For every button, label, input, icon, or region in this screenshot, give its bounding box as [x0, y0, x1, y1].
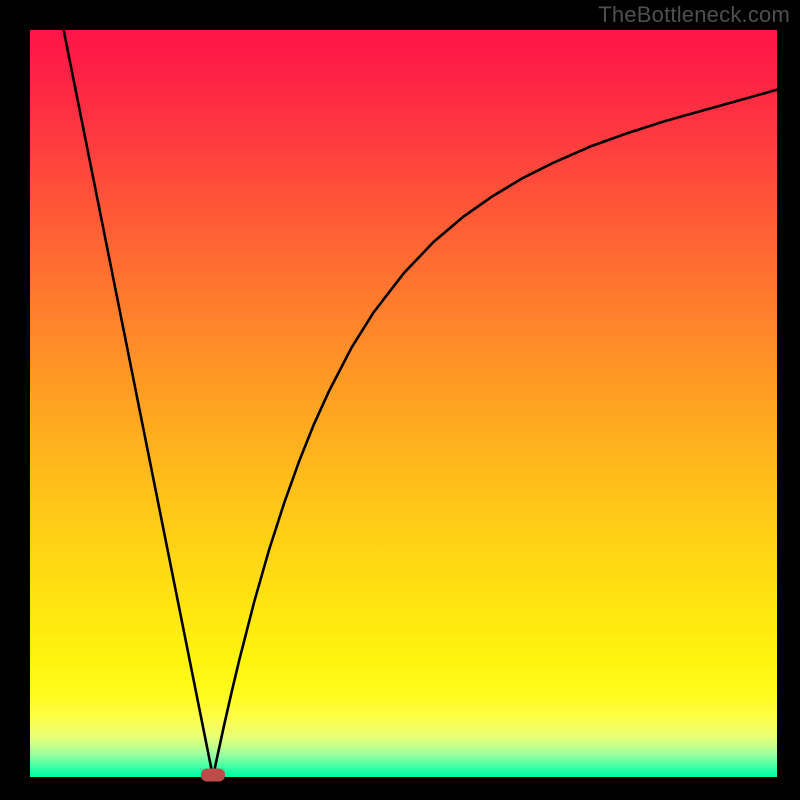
optimal-marker: [201, 769, 225, 782]
chart-background: [30, 30, 777, 777]
watermark-text: TheBottleneck.com: [598, 2, 790, 28]
chart-container: TheBottleneck.com: [0, 0, 800, 800]
chart-svg: [0, 0, 800, 800]
